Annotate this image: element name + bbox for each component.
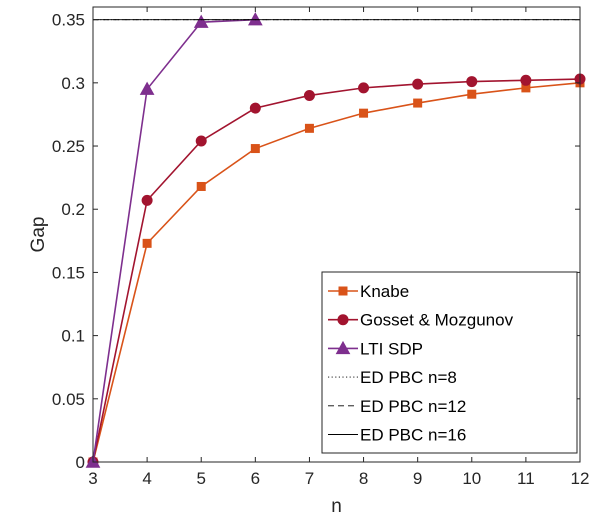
legend-label: Gosset & Mozgunov: [360, 311, 514, 330]
data-point: [249, 102, 261, 114]
data-point: [412, 78, 424, 90]
plot-area: [85, 12, 586, 468]
y-tick-label: 0.15: [52, 263, 85, 282]
legend-label: ED PBC n=8: [360, 368, 457, 387]
legend-entry: ED PBC n=16: [328, 426, 466, 445]
series-line: [92, 82, 581, 463]
x-axis-ticks: 3 4 5 6 7 8 9 10 11 12: [88, 7, 589, 488]
data-point: [195, 135, 207, 147]
x-tick-label: 10: [462, 469, 481, 488]
x-tick-label: 8: [359, 469, 368, 488]
legend: Knabe Gosset & Mozgunov LTI SDP ED PBC n=8 E…: [321, 271, 578, 454]
data-point: [196, 181, 206, 191]
legend-box: [321, 271, 578, 454]
legend-label: Knabe: [360, 282, 409, 301]
axes-box: [92, 6, 581, 463]
x-tick-label: 9: [413, 469, 422, 488]
x-tick-label: 3: [88, 469, 97, 488]
y-tick-label: 0.3: [61, 74, 85, 93]
data-point: [413, 98, 423, 108]
data-point: [359, 108, 369, 118]
legend-label: LTI SDP: [360, 339, 423, 358]
y-axis-ticks: 0 0.05 0.1 0.15 0.2 0.25 0.3 0.35: [52, 11, 580, 472]
data-point: [520, 74, 532, 86]
data-point: [467, 89, 477, 99]
y-tick-label: 0.35: [52, 11, 85, 30]
legend-marker: [335, 340, 351, 355]
y-tick-label: 0: [76, 453, 85, 472]
legend-entry: LTI SDP: [328, 339, 423, 358]
data-point: [358, 82, 370, 94]
legend-entry: ED PBC n=12: [328, 397, 466, 416]
legend-marker: [337, 314, 349, 326]
y-tick-label: 0.25: [52, 137, 85, 156]
series-line: [92, 78, 581, 463]
y-tick-label: 0.2: [61, 200, 85, 219]
x-tick-label: 5: [196, 469, 205, 488]
data-point: [142, 238, 152, 248]
x-tick-label: 4: [142, 469, 151, 488]
series-line: [92, 18, 256, 463]
legend-entry: Knabe: [328, 282, 409, 301]
series-lti-sdp: [85, 12, 263, 468]
data-point: [304, 123, 314, 133]
legend-entry: Gosset & Mozgunov: [328, 311, 514, 330]
legend-marker: [338, 286, 348, 296]
data-point: [141, 194, 153, 206]
x-tick-label: 11: [517, 469, 535, 488]
data-point: [139, 81, 155, 95]
legend-label: ED PBC n=12: [360, 397, 466, 416]
x-tick-label: 7: [305, 469, 314, 488]
data-point: [466, 76, 478, 88]
data-point: [250, 144, 260, 154]
y-tick-label: 0.1: [61, 327, 85, 346]
y-tick-label: 0.05: [52, 390, 85, 409]
x-tick-label: 6: [251, 469, 260, 488]
data-point: [303, 89, 315, 101]
legend-label: ED PBC n=16: [360, 426, 466, 445]
legend-entry: ED PBC n=8: [328, 368, 457, 387]
data-point: [247, 12, 263, 26]
y-axis-label: Gap: [28, 217, 49, 253]
x-tick-label: 12: [571, 469, 590, 488]
series-gosset-mozgunov: [87, 73, 586, 468]
x-axis-label: n: [331, 496, 342, 517]
data-point: [193, 14, 209, 28]
